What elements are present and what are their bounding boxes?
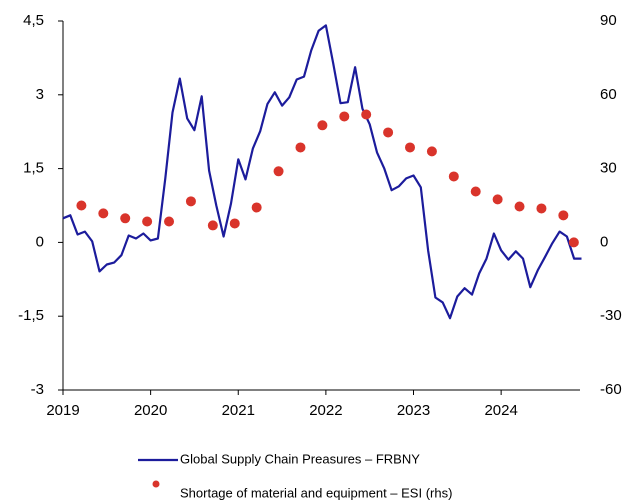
scatter-point xyxy=(295,142,306,153)
x-tick-label: 2023 xyxy=(397,402,430,419)
scatter-point xyxy=(185,196,196,207)
scatter-point xyxy=(76,200,87,211)
scatter-point xyxy=(426,146,437,157)
scatter-point xyxy=(383,127,394,138)
y2-tick-label: 30 xyxy=(600,160,617,177)
scatter-point xyxy=(142,216,153,227)
scatter-point xyxy=(251,202,262,213)
scatter-point xyxy=(405,142,416,153)
y-tick-label: -1,5 xyxy=(18,307,44,324)
x-tick-label: 2021 xyxy=(222,402,255,419)
y-tick-label: 3 xyxy=(36,86,44,103)
y-tick-label: 0 xyxy=(36,233,44,250)
y2-tick-label: -30 xyxy=(600,307,622,324)
legend-label: Global Supply Chain Preasures – FRBNY xyxy=(180,451,420,466)
scatter-point xyxy=(492,194,503,205)
scatter-point xyxy=(514,201,525,212)
legend-label: Shortage of material and equipment – ESI… xyxy=(180,485,452,500)
x-tick-label: 2020 xyxy=(134,402,167,419)
y2-tick-label: 60 xyxy=(600,86,617,103)
y2-tick-label: 0 xyxy=(600,233,608,250)
scatter-point xyxy=(273,166,284,177)
y-tick-label: 1,5 xyxy=(23,160,44,177)
scatter-point xyxy=(568,237,579,248)
scatter-point xyxy=(207,220,218,231)
scatter-point xyxy=(470,186,481,197)
scatter-point xyxy=(339,111,350,122)
y-tick-label: -3 xyxy=(31,381,44,398)
scatter-point xyxy=(120,213,131,224)
scatter-point xyxy=(558,210,569,221)
scatter-point xyxy=(164,216,175,227)
scatter-point xyxy=(229,218,240,229)
y-tick-label: 4,5 xyxy=(23,12,44,29)
legend-swatch xyxy=(152,480,160,488)
y2-tick-label: 90 xyxy=(600,12,617,29)
scatter-point xyxy=(448,171,459,182)
scatter-point xyxy=(536,203,547,214)
line-series xyxy=(62,24,582,320)
x-tick-label: 2024 xyxy=(484,402,517,419)
y2-tick-label: -60 xyxy=(600,381,622,398)
x-tick-label: 2019 xyxy=(46,402,79,419)
scatter-point xyxy=(361,109,372,120)
x-tick-label: 2022 xyxy=(309,402,342,419)
scatter-point xyxy=(317,120,328,131)
scatter-point xyxy=(98,208,109,219)
